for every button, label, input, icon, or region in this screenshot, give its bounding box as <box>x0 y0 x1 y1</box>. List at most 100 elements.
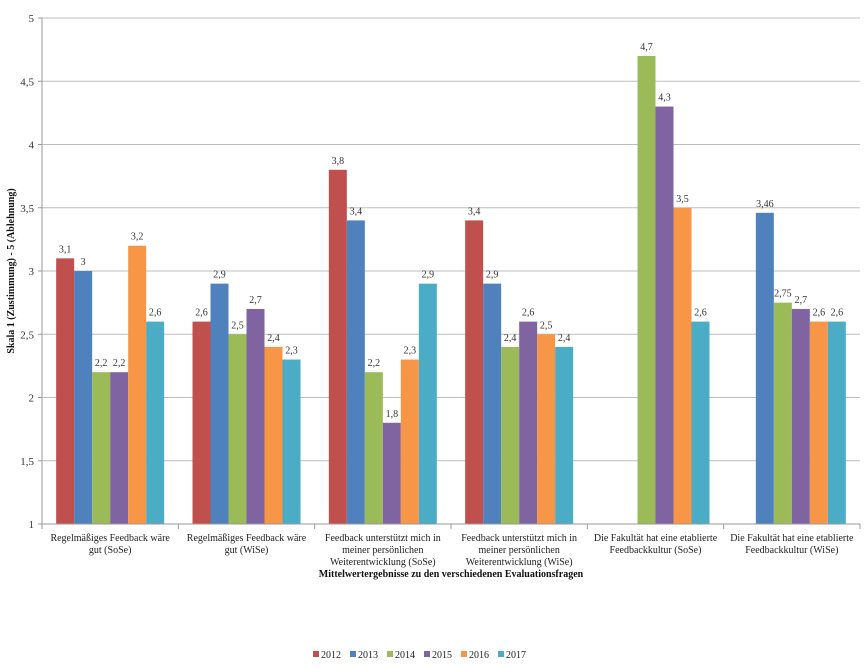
legend-item-2014: 2014 <box>387 650 415 661</box>
category-label: Weiterentwicklung (WiSe) <box>466 557 573 568</box>
data-label: 2,3 <box>285 346 298 357</box>
legend-swatch <box>498 651 504 657</box>
bar-2015 <box>519 321 538 524</box>
data-label: 2,6 <box>195 308 208 319</box>
bar-2014 <box>773 302 792 524</box>
data-label: 3,8 <box>332 156 345 167</box>
data-label: 2,4 <box>267 333 280 344</box>
data-label: 2,3 <box>404 346 417 357</box>
legend-label: 2015 <box>432 650 452 661</box>
legend-item-2017: 2017 <box>498 650 526 661</box>
legend-label: 2016 <box>469 650 489 661</box>
bar-2012 <box>465 220 484 524</box>
bar-2016 <box>128 245 147 524</box>
bar-2014 <box>92 372 111 524</box>
bar-2013 <box>483 283 502 524</box>
legend-label: 2017 <box>506 650 526 661</box>
legend-item-2013: 2013 <box>350 650 378 661</box>
data-label: 2,4 <box>504 333 517 344</box>
bar-2015 <box>791 308 810 524</box>
data-label: 3,46 <box>756 199 774 210</box>
y-tick-label: 1 <box>29 519 35 531</box>
y-axis-title: Skala 1 (Zustimmung) - 5 (Ablehnung) <box>6 188 17 353</box>
y-tick-label: 2,5 <box>20 329 34 341</box>
x-axis-title: Mittelwertergebnisse zu den verschiedene… <box>319 569 584 580</box>
category-label: Feedback unterstützt mich in <box>325 533 441 544</box>
bar-2015 <box>110 372 129 524</box>
data-label: 2,2 <box>113 358 126 369</box>
bar-2017 <box>418 283 437 524</box>
bar-2013 <box>210 283 229 524</box>
category-label: Weiterentwicklung (SoSe) <box>330 557 436 568</box>
y-tick-label: 3,5 <box>20 203 34 215</box>
bar-2017 <box>146 321 165 524</box>
data-label: 2,75 <box>774 289 792 300</box>
legend-item-2012: 2012 <box>313 650 341 661</box>
y-tick-label: 5 <box>29 13 35 25</box>
legend-swatch <box>387 651 393 657</box>
bar-2017 <box>555 346 574 524</box>
y-tick-label: 4,5 <box>20 76 34 88</box>
bar-2016 <box>400 359 419 524</box>
legend-swatch <box>461 651 467 657</box>
legend-swatch <box>350 651 356 657</box>
bar-2015 <box>246 308 265 524</box>
legend-item-2015: 2015 <box>424 650 452 661</box>
gridlines <box>42 17 860 462</box>
bar-2012 <box>328 169 347 525</box>
data-label: 3,5 <box>676 194 689 205</box>
category-label: Regelmäßiges Feedback wäre <box>187 533 307 544</box>
data-label: 2,2 <box>95 358 108 369</box>
bar-2012 <box>56 258 75 524</box>
data-label: 4,7 <box>640 42 653 53</box>
bar-2016 <box>264 346 283 524</box>
y-axis-ticks: 1 1,5 2 2,5 3 3,5 4 4,5 5 <box>20 13 42 531</box>
legend-item-2016: 2016 <box>461 650 489 661</box>
data-label: 2,6 <box>149 308 162 319</box>
data-label: 2,5 <box>231 320 244 331</box>
data-label: 3,4 <box>350 206 363 217</box>
bar-2014 <box>364 372 383 524</box>
legend-swatch <box>313 651 319 657</box>
bar-2014 <box>228 334 247 524</box>
bar-2013 <box>755 212 774 524</box>
bar-2017 <box>827 321 846 524</box>
category-label: gut (WiSe) <box>225 545 269 556</box>
data-label: 2,9 <box>422 270 435 281</box>
category-label: Die Fakultät hat eine etablierte <box>730 533 854 544</box>
bar-2014 <box>501 346 520 524</box>
data-label: 1,8 <box>386 409 399 420</box>
category-label: gut (SoSe) <box>89 545 132 556</box>
category-label: meiner persönlichen <box>342 545 423 556</box>
data-label: 2,6 <box>694 308 707 319</box>
legend: 2012 2013 2014 2015 2016 2017 <box>313 650 526 661</box>
category-label: Feedback unterstützt mich in <box>461 533 577 544</box>
bar-2016 <box>809 321 828 524</box>
y-tick-label: 2 <box>29 393 35 405</box>
y-tick-label: 4 <box>29 140 35 152</box>
data-label: 3,4 <box>468 206 481 217</box>
data-label: 3,2 <box>131 232 144 243</box>
axes <box>41 18 861 529</box>
bar-2014 <box>637 55 656 524</box>
legend-label: 2014 <box>395 650 415 661</box>
data-label: 3 <box>81 257 86 268</box>
bar-2015 <box>655 106 674 525</box>
y-tick-label: 1,5 <box>20 456 34 468</box>
data-label: 2,2 <box>368 358 381 369</box>
data-label: 2,6 <box>813 308 826 319</box>
bar-2017 <box>691 321 710 524</box>
bar-2017 <box>282 359 301 524</box>
data-labels: 3,1 3 2,2 2,2 3,2 2,6 2,6 2,9 2,5 2,7 2,4 2,3 3,8 3,4… <box>59 42 843 420</box>
legend-swatch <box>424 651 430 657</box>
data-label: 2,9 <box>213 270 226 281</box>
bar-2015 <box>382 422 401 524</box>
bar-2013 <box>74 271 93 524</box>
data-label: 4,3 <box>658 93 671 104</box>
bar-2016 <box>537 334 556 524</box>
y-tick-label: 3 <box>29 266 35 278</box>
category-label: meiner persönlichen <box>478 545 559 556</box>
category-label: Feedbackkultur (WiSe) <box>745 545 838 556</box>
